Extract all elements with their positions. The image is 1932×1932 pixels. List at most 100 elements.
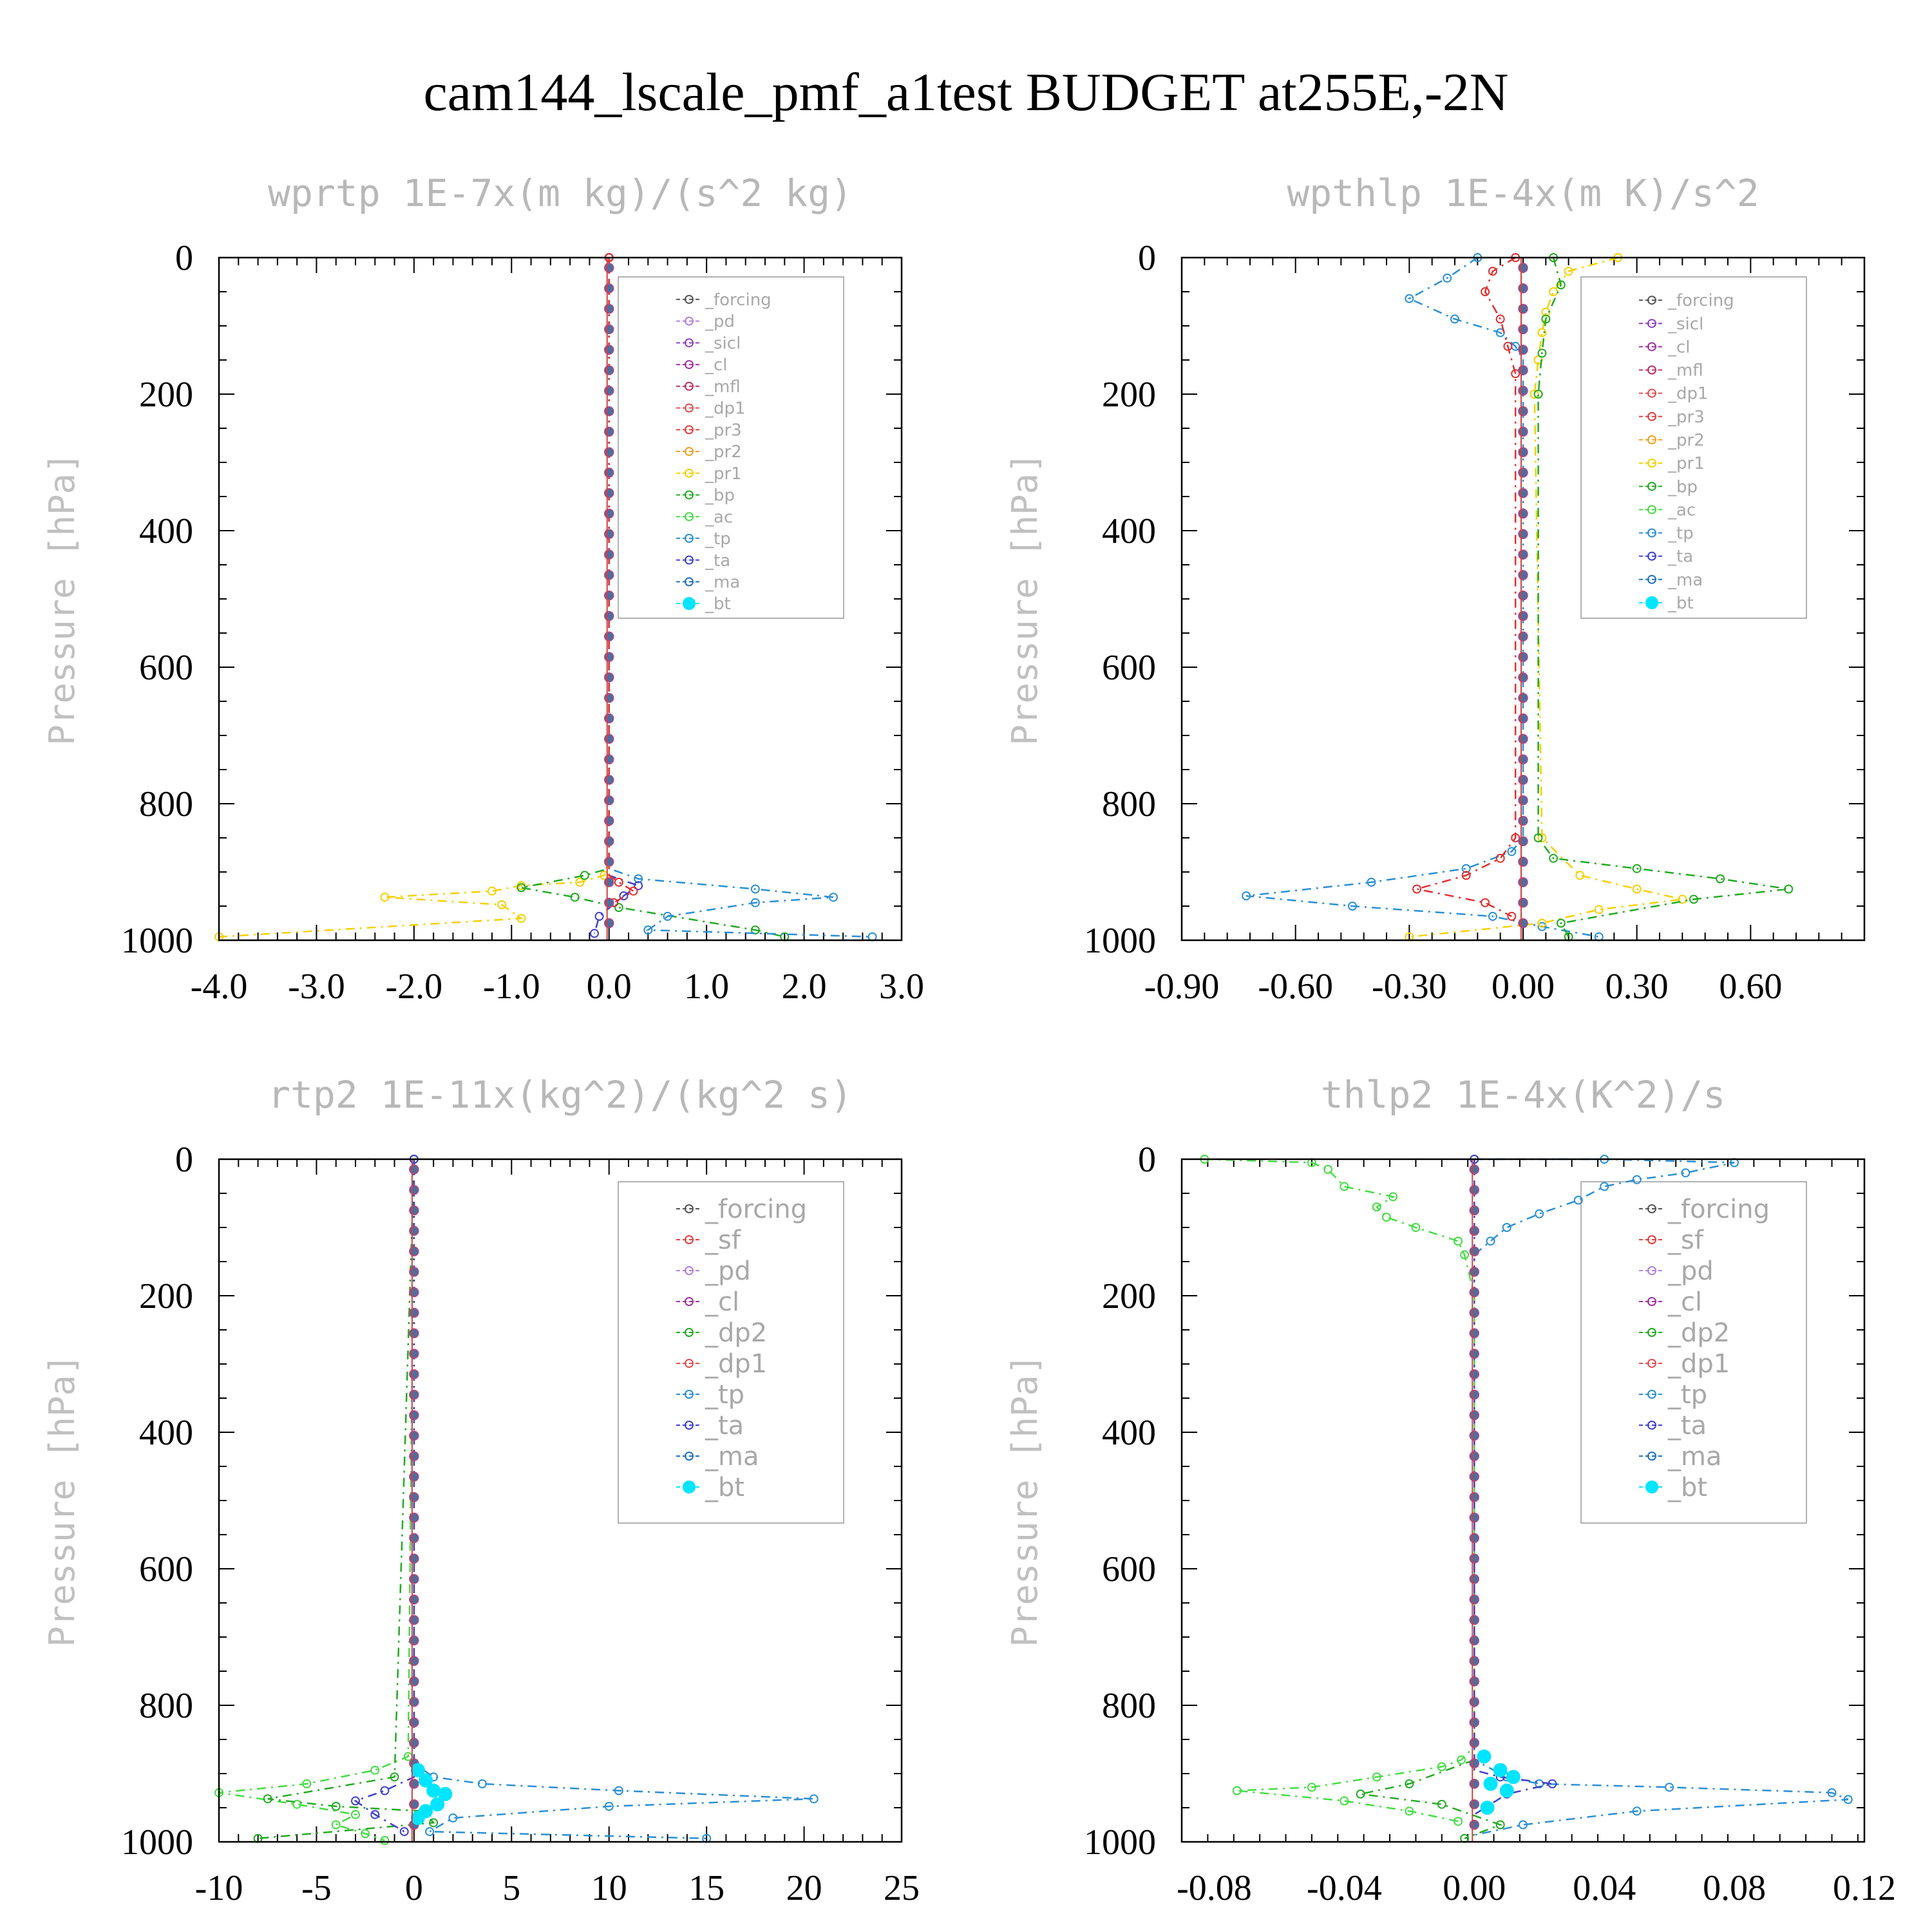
data-point	[370, 1765, 380, 1775]
data-point	[1356, 1789, 1365, 1799]
data-point	[1502, 1223, 1511, 1232]
x-tick-label: 0	[405, 1868, 423, 1908]
zero-profile-point	[409, 1328, 419, 1339]
x-tick-label: -0.04	[1307, 1868, 1382, 1908]
data-point	[497, 900, 507, 909]
zero-profile-point	[1469, 1676, 1480, 1687]
data-point	[1405, 1779, 1414, 1788]
data-point	[380, 1786, 390, 1795]
data-point	[1348, 902, 1357, 911]
zero-profile-point	[603, 754, 614, 764]
y-tick-label: 400	[1102, 511, 1156, 551]
data-point	[1454, 1817, 1463, 1826]
x-tick-label: 0.60	[1719, 967, 1782, 1007]
legend-entry: _dp1	[1667, 1349, 1730, 1379]
zero-profile-point	[1469, 1164, 1480, 1175]
zero-profile-point	[1469, 1287, 1480, 1298]
data-point	[619, 891, 629, 901]
y-tick-label: 600	[1102, 648, 1156, 688]
x-tick-label: 0.00	[1492, 967, 1555, 1007]
legend-marker	[1647, 1421, 1656, 1430]
series-line	[1416, 256, 1517, 918]
zero-profile-point	[1518, 734, 1528, 744]
series-line	[218, 258, 610, 938]
zero-profile-point	[603, 365, 614, 375]
legend-marker	[685, 1390, 694, 1399]
zero-profile-point	[409, 1676, 419, 1687]
data-point	[1495, 1820, 1505, 1830]
data-point	[425, 1827, 435, 1837]
x-tick-label: 0.12	[1833, 1868, 1896, 1908]
data-point	[1405, 294, 1414, 303]
data-point	[1493, 1763, 1508, 1777]
data-point	[1307, 1783, 1316, 1792]
series-bp	[1533, 253, 1794, 942]
data-point	[1481, 287, 1490, 296]
series-pr3	[1412, 253, 1520, 921]
data-point	[1632, 864, 1642, 873]
zero-profile-point	[409, 1307, 419, 1318]
series-line	[413, 1159, 814, 1839]
zero-profile-point	[603, 877, 614, 887]
legend-marker	[685, 1452, 694, 1461]
zero-profile-point	[409, 1696, 419, 1707]
zero-profile-point	[603, 447, 614, 457]
legend-entry: _cl	[1667, 337, 1690, 357]
data-point	[361, 1829, 370, 1839]
x-tick-label: -1.0	[483, 967, 540, 1007]
data-point	[1530, 390, 1539, 399]
zero-profile-point	[603, 918, 614, 929]
legend-entry: _cl	[1667, 1287, 1702, 1317]
data-point	[1548, 1779, 1557, 1788]
legend-entry: _ma	[705, 1442, 759, 1472]
legend-marker	[685, 1266, 694, 1275]
data-point	[1549, 287, 1558, 296]
zero-profile-point	[1518, 447, 1528, 457]
data-point	[600, 871, 609, 880]
zero-profile-point	[1469, 1184, 1480, 1195]
zero-profile-point	[1518, 570, 1528, 580]
data-point	[1511, 369, 1520, 379]
data-point	[1537, 918, 1547, 928]
data-point	[1372, 1202, 1381, 1212]
data-point	[594, 911, 604, 921]
panel-2: wpthlp 1E-4x(m K)/s^2 Pressure [hPa] 0 200 4…	[1005, 171, 1866, 1007]
data-point	[263, 1794, 272, 1804]
data-point	[429, 1818, 439, 1828]
zero-profile-point	[1469, 1635, 1480, 1646]
data-point	[1388, 1192, 1398, 1202]
zero-profile-point	[1518, 508, 1528, 519]
zero-profile-point	[1518, 652, 1528, 662]
legend-entry: _forcing	[705, 1195, 807, 1224]
zero-profile-point	[1518, 303, 1528, 314]
legend-entry: _pr2	[1667, 431, 1705, 450]
zero-profile-point	[1518, 488, 1528, 498]
legend-entry: _pr1	[1667, 454, 1705, 473]
legend-marker	[685, 381, 694, 391]
legend-marker	[685, 577, 694, 587]
y-tick-label: 800	[139, 784, 193, 824]
legend-marker	[685, 316, 694, 326]
zero-profile-point	[409, 1574, 419, 1584]
legend-marker	[685, 533, 694, 543]
series-dp1	[214, 1155, 419, 1845]
data-point	[1556, 918, 1566, 928]
legend-marker	[1647, 412, 1656, 421]
x-tick-label: 15	[688, 1868, 724, 1908]
legend-entry: _ma	[705, 573, 740, 592]
zero-profile-point	[1469, 1492, 1480, 1502]
series-line	[218, 1159, 415, 1842]
x-tick-label: 1.0	[684, 967, 729, 1007]
series-dp2	[1356, 1759, 1505, 1843]
data-point	[1323, 1164, 1333, 1174]
zero-profile-point	[1518, 631, 1528, 642]
legend-marker	[685, 1421, 694, 1430]
series-bt	[1469, 1164, 1520, 1830]
zero-profile-point	[603, 713, 614, 724]
y-axis-label: Pressure [hPa]	[1005, 452, 1045, 745]
zero-profile-point	[1469, 1205, 1480, 1216]
data-point	[1488, 267, 1497, 276]
y-tick-label: 800	[1102, 784, 1156, 824]
legend-entry: _bt	[1667, 594, 1694, 613]
zero-profile-point	[1469, 1328, 1480, 1339]
